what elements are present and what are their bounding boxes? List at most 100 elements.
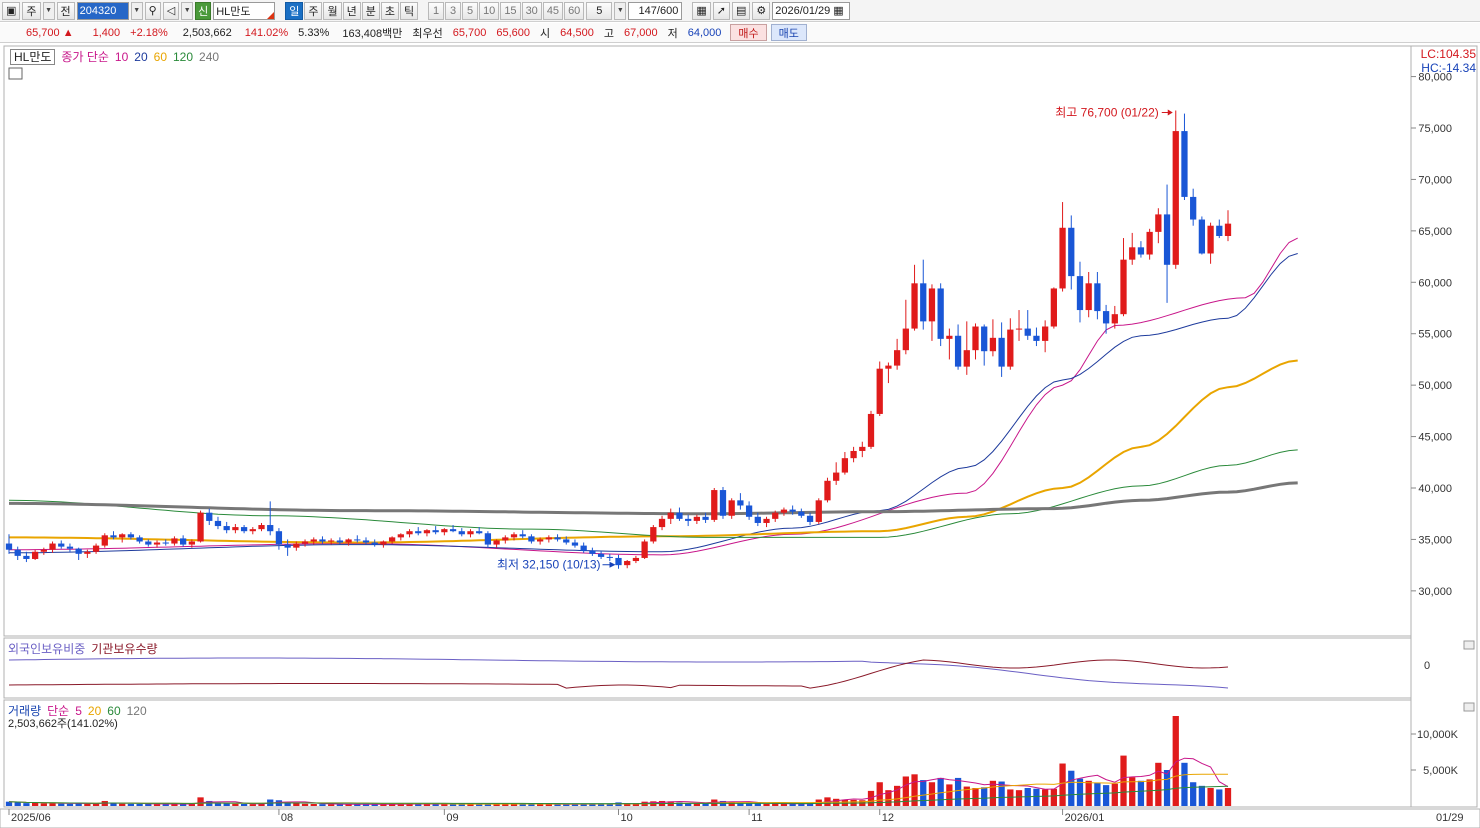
- volume-bar[interactable]: [5, 801, 13, 806]
- volume-bar[interactable]: [981, 787, 988, 806]
- candle-body[interactable]: [1085, 283, 1092, 311]
- candle-body[interactable]: [371, 542, 378, 545]
- volume-bar[interactable]: [806, 803, 814, 806]
- candle-body[interactable]: [763, 518, 770, 523]
- candle-body[interactable]: [902, 328, 909, 351]
- calendar-icon[interactable]: ▦: [833, 5, 844, 17]
- volume-bar[interactable]: [371, 804, 378, 806]
- volume-bar[interactable]: [1059, 763, 1066, 806]
- candle-body[interactable]: [1181, 131, 1188, 197]
- candle-body[interactable]: [1076, 276, 1084, 311]
- candle-body[interactable]: [780, 509, 788, 513]
- candle-body[interactable]: [362, 540, 370, 543]
- volume-bar[interactable]: [345, 804, 352, 806]
- volume-bar[interactable]: [328, 804, 335, 806]
- volume-bar[interactable]: [449, 803, 457, 806]
- sell-button[interactable]: 매도: [770, 24, 807, 41]
- volume-bar[interactable]: [972, 788, 979, 806]
- volume-bar[interactable]: [745, 803, 753, 806]
- candle-body[interactable]: [214, 520, 222, 527]
- stock-name-field[interactable]: HL만도: [213, 1, 276, 20]
- chart-area[interactable]: 80,000 75,000 70,000 65,000 60,000 55,000 50,0…: [0, 44, 1480, 828]
- candle-body[interactable]: [580, 545, 587, 551]
- candle-body[interactable]: [310, 539, 317, 542]
- volume-bar[interactable]: [1120, 755, 1127, 806]
- candle-body[interactable]: [1068, 227, 1075, 277]
- period-tab-6[interactable]: 틱: [399, 1, 419, 20]
- volume-bar[interactable]: [197, 797, 204, 806]
- volume-bar[interactable]: [1146, 779, 1153, 806]
- volume-bar[interactable]: [998, 781, 1005, 806]
- candle-body[interactable]: [1129, 247, 1136, 260]
- volume-bar[interactable]: [754, 803, 761, 806]
- candle-body[interactable]: [171, 538, 178, 544]
- candle-body[interactable]: [206, 512, 213, 521]
- prev-button[interactable]: 전: [56, 1, 75, 20]
- period-tab-4[interactable]: 분: [361, 1, 380, 20]
- candle-body[interactable]: [850, 450, 857, 459]
- volume-bar[interactable]: [467, 804, 474, 806]
- candle-body[interactable]: [40, 549, 47, 552]
- candle-body[interactable]: [563, 539, 570, 543]
- volume-bar[interactable]: [423, 804, 431, 806]
- volume-bar[interactable]: [110, 803, 117, 806]
- candle-body[interactable]: [1024, 328, 1031, 336]
- candle-body[interactable]: [772, 512, 779, 519]
- volume-bar[interactable]: [685, 802, 692, 806]
- volume-bar[interactable]: [336, 804, 344, 806]
- search-icon[interactable]: ⚲: [144, 1, 161, 20]
- layout-icon[interactable]: ▣: [2, 1, 21, 20]
- save-icon[interactable]: ▤: [731, 1, 751, 20]
- volume-bar[interactable]: [1163, 770, 1171, 806]
- candle-body[interactable]: [815, 500, 822, 522]
- date-field[interactable]: 2026/01/29 ▦: [772, 1, 851, 20]
- volume-bar[interactable]: [127, 803, 135, 806]
- candle-body[interactable]: [867, 413, 875, 447]
- candle-body[interactable]: [423, 530, 431, 534]
- candle-body[interactable]: [467, 531, 474, 535]
- volume-bar[interactable]: [519, 804, 526, 806]
- candle-body[interactable]: [571, 542, 579, 546]
- volume-bar[interactable]: [798, 803, 805, 806]
- candle-body[interactable]: [911, 283, 918, 329]
- volume-bar[interactable]: [510, 803, 518, 806]
- stock-tag[interactable]: HL만도: [10, 49, 56, 65]
- interval-button-15[interactable]: 15: [500, 1, 521, 20]
- candle-body[interactable]: [110, 535, 117, 538]
- volume-bar[interactable]: [780, 803, 788, 806]
- candle-body[interactable]: [484, 533, 492, 545]
- count-field[interactable]: 147/600: [628, 1, 683, 20]
- volume-bar[interactable]: [1224, 788, 1232, 806]
- volume-bar[interactable]: [1102, 785, 1110, 806]
- interval-button-60[interactable]: 60: [564, 1, 585, 20]
- candle-body[interactable]: [240, 527, 248, 532]
- volume-bar[interactable]: [388, 804, 396, 806]
- candle-body[interactable]: [458, 531, 465, 535]
- draw-tool-icon[interactable]: ➚: [712, 1, 730, 20]
- candle-body[interactable]: [954, 335, 962, 367]
- candle-body[interactable]: [1111, 314, 1118, 324]
- volume-bar[interactable]: [354, 804, 361, 806]
- candle-body[interactable]: [685, 518, 692, 521]
- volume-bar[interactable]: [885, 790, 892, 806]
- stock-chart[interactable]: 80,000 75,000 70,000 65,000 60,000 55,000 50,0…: [0, 44, 1480, 828]
- candle-body[interactable]: [328, 540, 335, 542]
- code-dropdown-icon[interactable]: ▼: [130, 1, 143, 20]
- volume-bar[interactable]: [937, 777, 944, 806]
- volume-bar[interactable]: [58, 803, 65, 806]
- volume-bar[interactable]: [441, 803, 448, 806]
- volume-bar[interactable]: [49, 803, 56, 806]
- volume-bar[interactable]: [84, 803, 91, 806]
- candle-body[interactable]: [728, 500, 735, 516]
- volume-bar[interactable]: [772, 803, 779, 806]
- candle-body[interactable]: [920, 283, 927, 322]
- volume-bar[interactable]: [223, 803, 230, 806]
- candle-body[interactable]: [1172, 131, 1179, 265]
- buy-button[interactable]: 매수: [730, 24, 767, 41]
- candle-body[interactable]: [1050, 288, 1057, 327]
- speaker-dropdown-icon[interactable]: ▼: [181, 1, 194, 20]
- candle-body[interactable]: [336, 540, 344, 543]
- candle-body[interactable]: [702, 516, 709, 520]
- candle-body[interactable]: [833, 472, 840, 481]
- gear-icon[interactable]: ⚙: [752, 1, 771, 20]
